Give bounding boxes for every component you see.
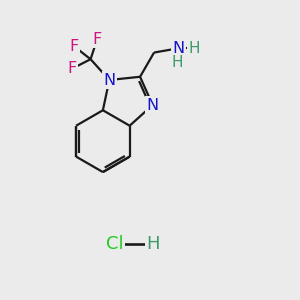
Text: H: H: [172, 55, 183, 70]
Text: N: N: [147, 98, 159, 112]
Text: Cl: Cl: [106, 235, 124, 253]
Text: F: F: [67, 61, 76, 76]
Text: N: N: [172, 41, 185, 56]
Text: F: F: [69, 39, 79, 54]
Text: H: H: [188, 41, 200, 56]
Text: F: F: [92, 32, 102, 46]
Text: H: H: [146, 235, 160, 253]
Text: N: N: [103, 73, 116, 88]
